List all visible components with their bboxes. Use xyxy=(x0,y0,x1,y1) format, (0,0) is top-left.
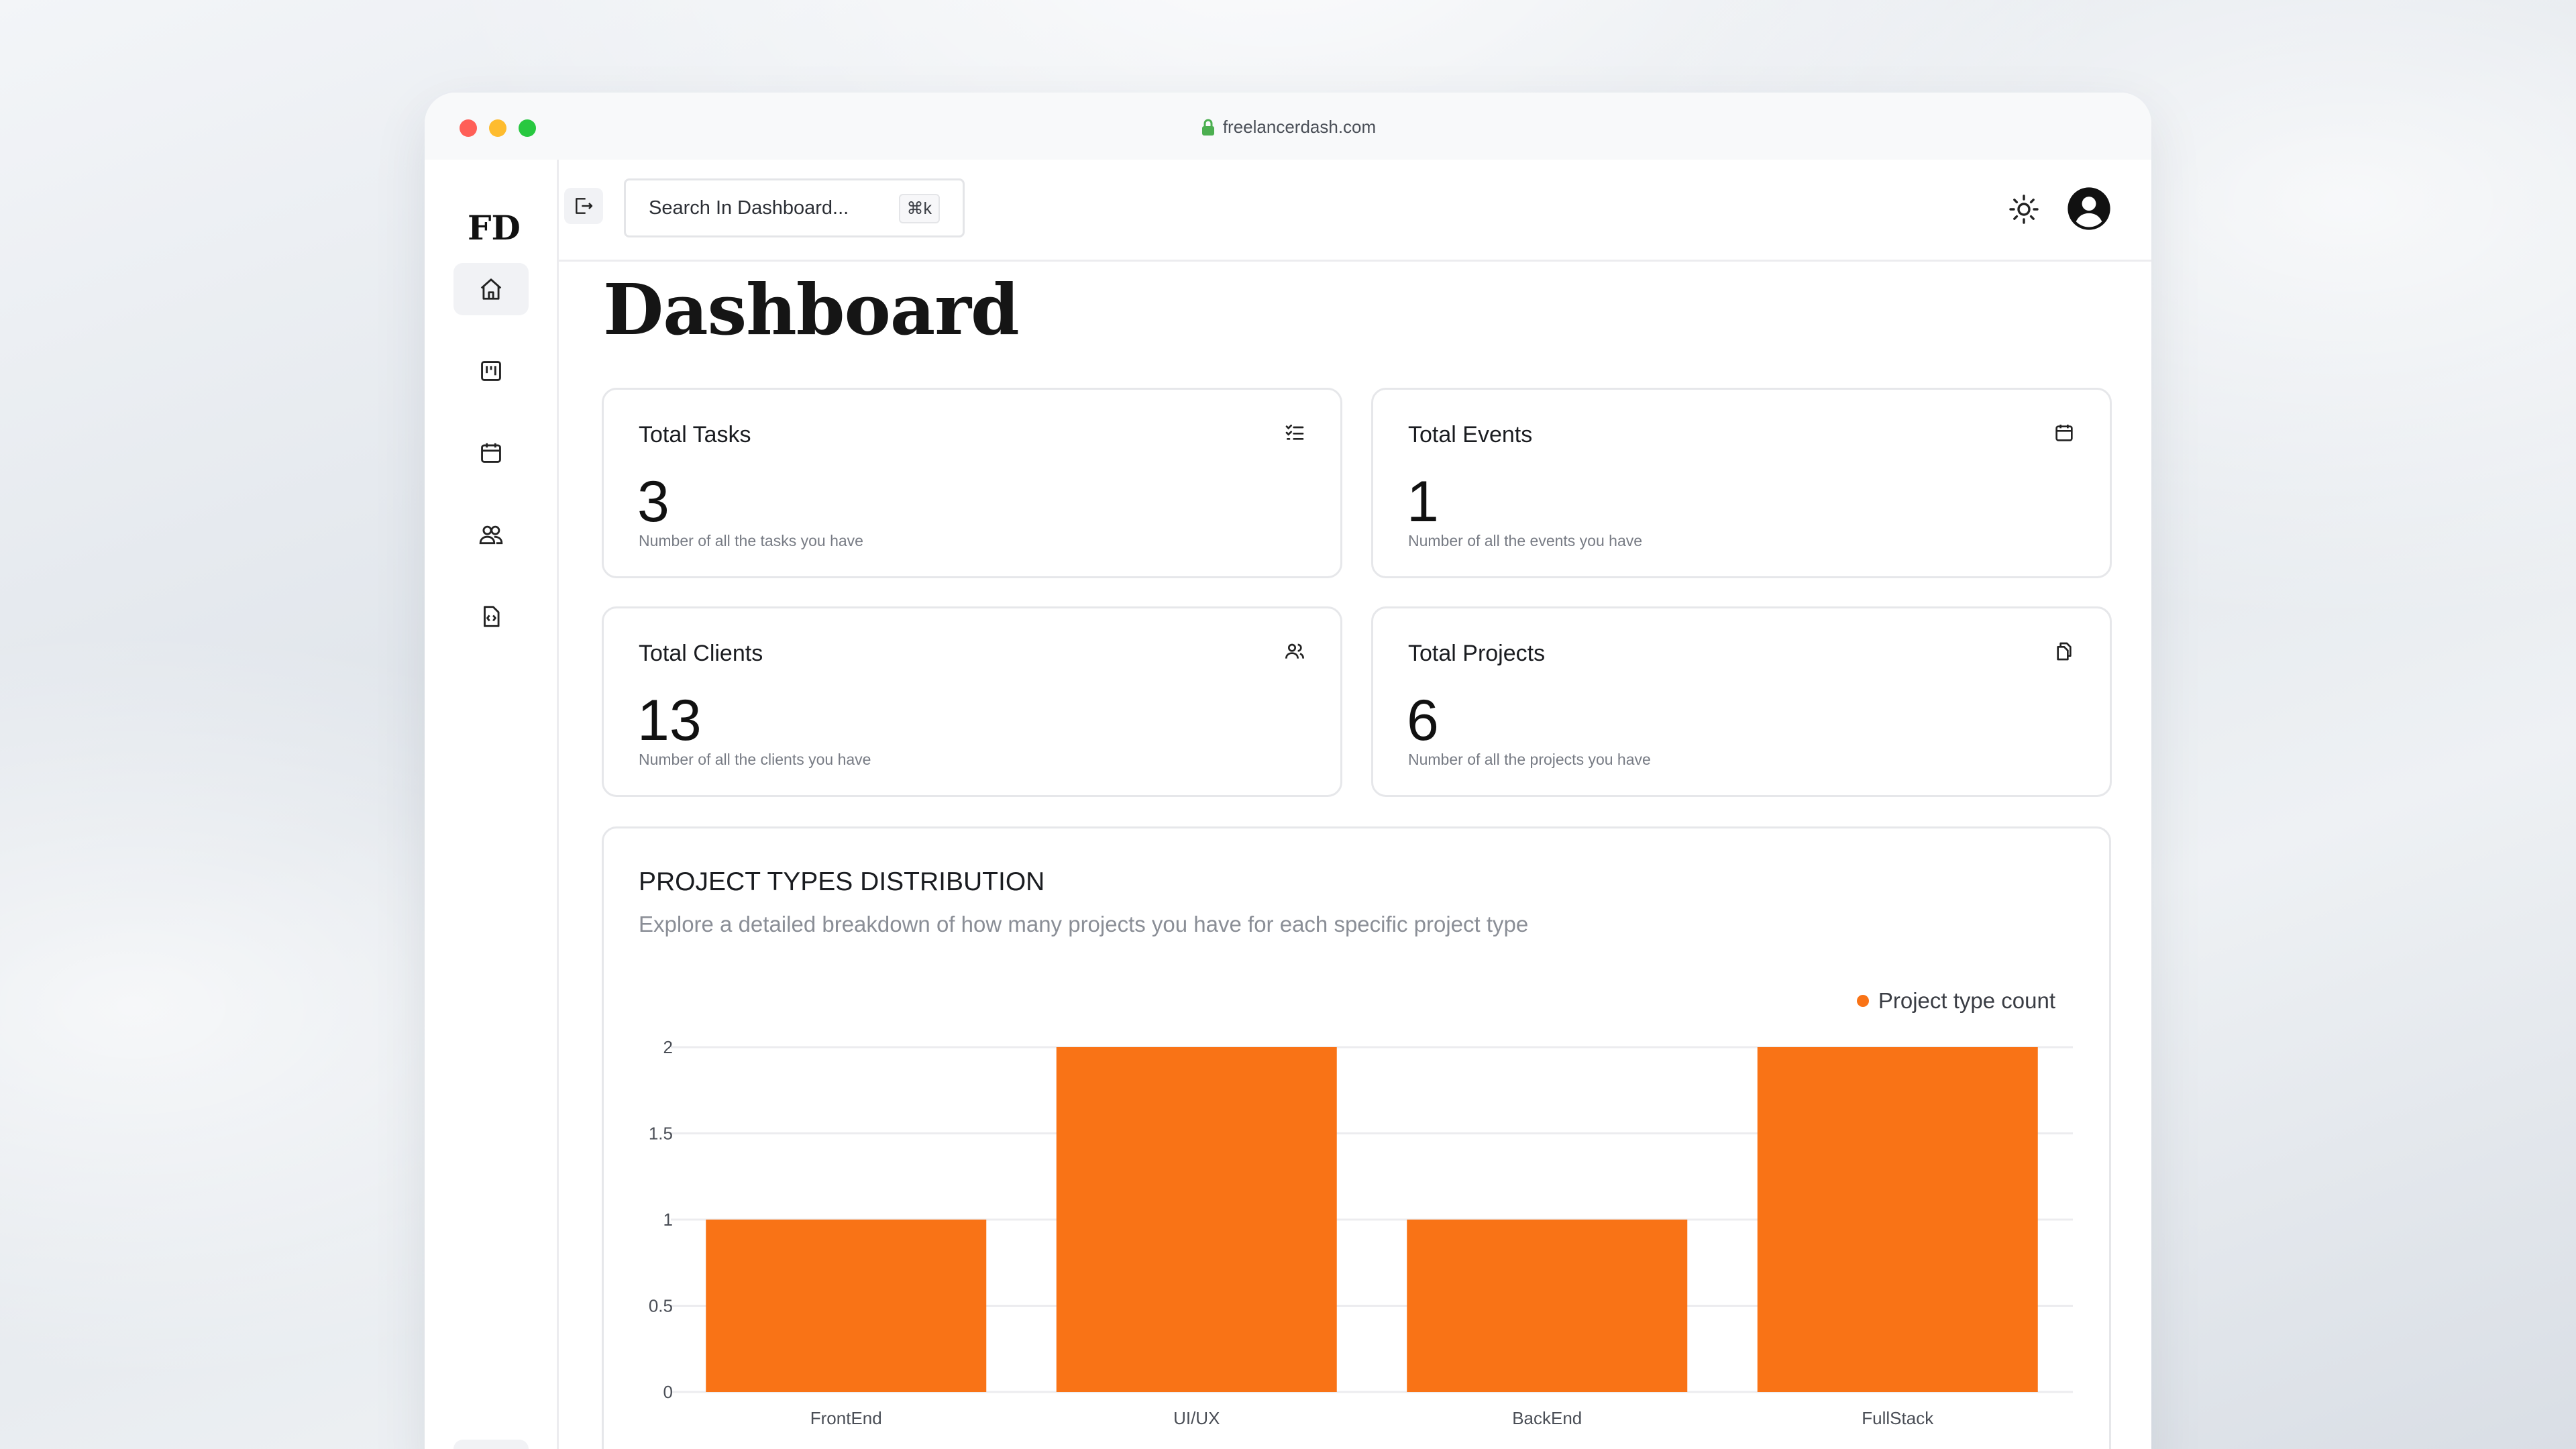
user-circle-icon[interactable] xyxy=(2067,186,2111,231)
url-text: freelancerdash.com xyxy=(1222,117,1377,137)
sidebar-toggle-icon xyxy=(576,198,593,214)
sidebar: FD xyxy=(425,160,559,1449)
stat-value: 13 xyxy=(637,688,702,753)
home-icon xyxy=(480,278,502,300)
bar[interactable] xyxy=(706,1220,987,1392)
sidebar-item-projects[interactable] xyxy=(453,590,529,643)
bar[interactable] xyxy=(1757,1047,2038,1392)
browser-titlebar: freelancerdash.com xyxy=(425,93,2151,160)
search-placeholder: Search In Dashboard... xyxy=(649,197,849,219)
kanban-icon xyxy=(481,361,501,381)
logout-button[interactable] xyxy=(453,1440,529,1449)
calendar-icon xyxy=(481,443,501,463)
stat-title: Total Projects xyxy=(1408,641,1546,666)
page-title: Dashboard xyxy=(603,268,1020,351)
top-bar: Search In Dashboard... ⌘k xyxy=(559,160,2151,262)
chart-legend[interactable]: Project type count xyxy=(1856,988,2055,1014)
y-tick-label: 0.5 xyxy=(649,1296,673,1316)
code-file-icon xyxy=(484,606,500,627)
sun-icon[interactable] xyxy=(2008,193,2040,225)
y-tick-label: 2 xyxy=(663,1037,673,1057)
legend-swatch xyxy=(1856,995,1869,1007)
chart-title: PROJECT TYPES DISTRIBUTION xyxy=(639,867,1045,896)
y-tick-label: 1.5 xyxy=(649,1124,673,1144)
stat-title: Total Clients xyxy=(639,641,763,666)
x-tick-label: BackEnd xyxy=(1512,1408,1582,1428)
stat-title: Total Tasks xyxy=(639,422,751,447)
bar-chart: 0 0.5 1 1.5 2 FrontEnd UI/UX BackEnd FullStack xyxy=(649,1037,2073,1428)
sidebar-item-calendar[interactable] xyxy=(453,427,529,479)
calendar-icon xyxy=(2055,425,2073,441)
chart-card: PROJECT TYPES DISTRIBUTION Explore a det… xyxy=(602,826,2111,1449)
legend-label: Project type count xyxy=(1878,988,2055,1013)
sidebar-item-kanban[interactable] xyxy=(453,345,529,397)
stat-card-tasks[interactable]: Total Tasks 3 Number of all the tasks yo… xyxy=(602,388,1342,578)
search-input[interactable]: Search In Dashboard... ⌘k xyxy=(624,178,965,237)
app-logo[interactable]: FD xyxy=(468,208,521,248)
copy-icon xyxy=(2057,642,2072,661)
stat-description: Number of all the projects you have xyxy=(1408,751,1651,768)
close-window-button[interactable] xyxy=(460,119,477,137)
x-tick-label: FrontEnd xyxy=(810,1408,882,1428)
collapse-sidebar-button[interactable] xyxy=(564,188,603,224)
list-check-icon xyxy=(1285,425,1304,440)
stat-value: 6 xyxy=(1407,688,1439,753)
x-tick-label: UI/UX xyxy=(1173,1408,1220,1428)
maximize-window-button[interactable] xyxy=(519,119,536,137)
stat-card-projects[interactable]: Total Projects 6 Number of all the proje… xyxy=(1371,606,2112,797)
stat-value: 3 xyxy=(637,470,669,534)
y-tick-label: 0 xyxy=(663,1382,673,1402)
stat-value: 1 xyxy=(1407,470,1439,534)
stat-card-clients[interactable]: Total Clients 13 Number of all the clien… xyxy=(602,606,1342,797)
address-bar[interactable]: freelancerdash.com xyxy=(425,117,2151,138)
stat-title: Total Events xyxy=(1408,422,1533,447)
sidebar-item-home[interactable] xyxy=(453,263,529,315)
bar[interactable] xyxy=(1407,1220,1688,1392)
stat-card-events[interactable]: Total Events 1 Number of all the events … xyxy=(1371,388,2112,578)
stat-description: Number of all the events you have xyxy=(1408,532,1643,549)
lock-icon xyxy=(1201,119,1214,136)
users-icon xyxy=(1285,643,1304,659)
y-tick-label: 1 xyxy=(663,1210,673,1230)
stat-description: Number of all the clients you have xyxy=(639,751,871,768)
search-shortcut-badge: ⌘k xyxy=(898,194,940,223)
minimize-window-button[interactable] xyxy=(489,119,506,137)
sidebar-item-clients[interactable] xyxy=(453,508,529,561)
users-icon xyxy=(479,525,503,545)
bar[interactable] xyxy=(1056,1047,1337,1392)
x-tick-label: FullStack xyxy=(1862,1408,1934,1428)
stat-description: Number of all the tasks you have xyxy=(639,532,863,549)
chart-subtitle: Explore a detailed breakdown of how many… xyxy=(639,912,1529,936)
